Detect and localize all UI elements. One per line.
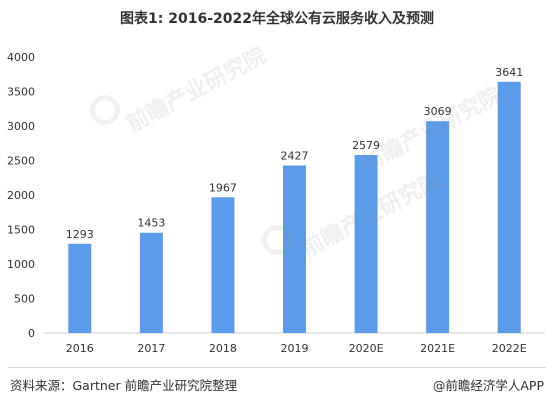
y-tick-label: 500 <box>14 293 35 306</box>
chart-title: 图表1: 2016-2022年全球公有云服务收入及预测 <box>120 11 434 27</box>
bar <box>139 232 163 333</box>
data-label: 1967 <box>209 181 237 194</box>
bar <box>497 81 521 333</box>
y-tick-label: 2500 <box>7 155 35 168</box>
bar-series: 1293 1453 1967 2427 2579 3069 3641 <box>66 66 523 333</box>
x-tick-label: 2022E <box>492 342 527 355</box>
y-tick-label: 1000 <box>7 258 35 271</box>
data-label: 1293 <box>66 228 94 241</box>
y-tick-label: 4000 <box>7 51 35 64</box>
y-axis: 0 500 1000 1500 2000 2500 3000 3500 4000 <box>7 51 35 340</box>
source-note: 资料来源：Gartner 前瞻产业研究院整理 <box>10 378 238 393</box>
x-tick-label: 2016 <box>66 342 94 355</box>
x-axis: 2016 2017 2018 2019 2020E 2021E 2022E <box>44 332 545 355</box>
y-tick-label: 1500 <box>7 224 35 237</box>
bar <box>354 155 378 333</box>
bar <box>68 243 92 333</box>
footer-divider <box>8 367 546 368</box>
brand-credit: @前瞻经济学人APP <box>432 378 544 393</box>
x-tick-label: 2021E <box>420 342 455 355</box>
data-label: 2427 <box>281 150 309 163</box>
bar <box>283 165 306 333</box>
x-tick-label: 2020E <box>349 342 384 355</box>
data-label: 1453 <box>137 217 165 230</box>
data-label: 3069 <box>424 105 452 118</box>
x-tick-label: 2019 <box>281 342 309 355</box>
x-tick-label: 2018 <box>209 342 237 355</box>
bar <box>211 197 235 333</box>
x-tick-label: 2017 <box>137 342 165 355</box>
y-tick-label: 3500 <box>7 86 35 99</box>
bar <box>426 121 450 333</box>
y-tick-label: 2000 <box>7 189 35 202</box>
data-label: 2579 <box>352 139 380 152</box>
y-tick-label: 3000 <box>7 120 35 133</box>
y-tick-label: 0 <box>28 327 35 340</box>
data-label: 3641 <box>495 66 523 79</box>
